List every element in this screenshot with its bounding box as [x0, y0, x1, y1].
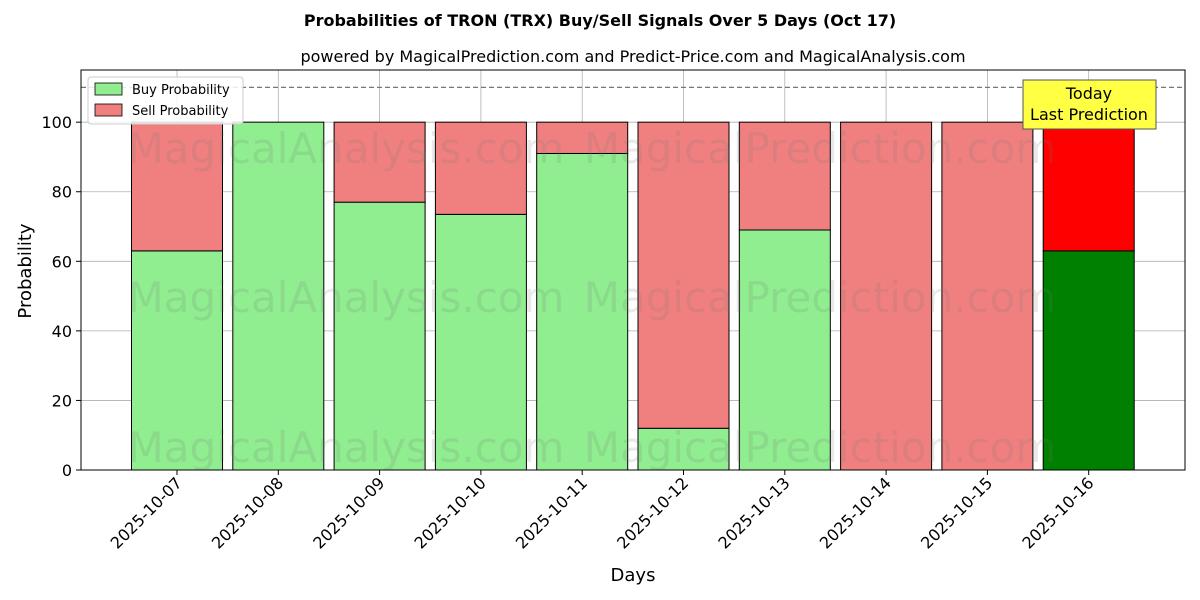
- watermark-text: MagicalPrediction.com: [584, 273, 1057, 322]
- watermarks: MagicalAnalysis.com MagicalPrediction.com…: [128, 124, 1057, 472]
- bar-sell: [941, 121, 1034, 471]
- legend-swatch-sell: [94, 103, 123, 117]
- x-tick-label: 2025-10-11: [512, 473, 591, 552]
- bar-buy: [131, 250, 223, 471]
- annotation-box: [1022, 79, 1157, 130]
- y-tick-label: 20: [52, 391, 72, 410]
- watermark-text: MagicalAnalysis.com: [128, 423, 565, 472]
- watermark-text: MagicalPrediction.com: [584, 124, 1057, 173]
- bar-sell: [536, 121, 629, 154]
- bar-buy: [637, 427, 730, 471]
- x-tick-label: 2025-10-13: [714, 473, 793, 552]
- legend-swatch-buy: [94, 82, 123, 96]
- bar-sell: [840, 121, 933, 471]
- watermark-text: MagicalAnalysis.com: [128, 124, 565, 173]
- bar-sell: [1042, 121, 1135, 252]
- annotation-line-2: Last Prediction: [1030, 105, 1148, 124]
- x-tick-label: 2025-10-16: [1018, 473, 1097, 552]
- x-axis: 2025-10-07 2025-10-08 2025-10-09 2025-10-10…: [107, 470, 1098, 553]
- bar-sell: [637, 121, 730, 429]
- bar-sell: [738, 121, 831, 231]
- bar-sell: [333, 121, 426, 203]
- plot-area-frame: [80, 69, 1186, 471]
- bar-sell: [434, 121, 527, 215]
- x-tick-label: 2025-10-10: [411, 473, 490, 552]
- y-tick-label: 80: [52, 183, 72, 202]
- watermark-text: MagicalAnalysis.com: [128, 273, 565, 322]
- bars: [131, 121, 1135, 471]
- legend-box: [87, 76, 244, 125]
- x-tick-label: 2025-10-08: [208, 473, 287, 552]
- x-axis-label: Days: [611, 565, 656, 586]
- bar-buy: [1042, 250, 1135, 471]
- x-tick-label: 2025-10-07: [107, 473, 186, 552]
- today-annotation: Today Last Prediction: [1022, 79, 1157, 130]
- x-tick-label: 2025-10-14: [816, 473, 895, 552]
- legend-label-sell: Sell Probability: [132, 104, 229, 119]
- bar-buy: [434, 213, 527, 471]
- bar-buy: [333, 201, 426, 471]
- y-tick-label: 60: [52, 252, 72, 271]
- legend: Buy Probability Sell Probability: [87, 76, 244, 125]
- y-tick-label: 0: [62, 461, 72, 480]
- bar-buy: [738, 229, 831, 471]
- y-tick-label: 40: [52, 322, 72, 341]
- annotation-line-1: Today: [1065, 84, 1112, 103]
- chart-title: Probabilities of TRON (TRX) Buy/Sell Sig…: [304, 11, 896, 30]
- x-tick-label: 2025-10-15: [917, 473, 996, 552]
- y-axis: 0 20 40 60 80 100: [41, 113, 81, 480]
- bar-sell: [131, 121, 223, 252]
- chart-subtitle: powered by MagicalPrediction.com and Pre…: [300, 47, 965, 66]
- x-tick-label: 2025-10-09: [309, 473, 388, 552]
- watermark-text: MagicalPrediction.com: [584, 423, 1057, 472]
- x-tick-label: 2025-10-12: [613, 473, 692, 552]
- legend-label-buy: Buy Probability: [132, 83, 230, 98]
- y-axis-label: Probability: [15, 223, 36, 318]
- y-tick-label: 100: [41, 113, 72, 132]
